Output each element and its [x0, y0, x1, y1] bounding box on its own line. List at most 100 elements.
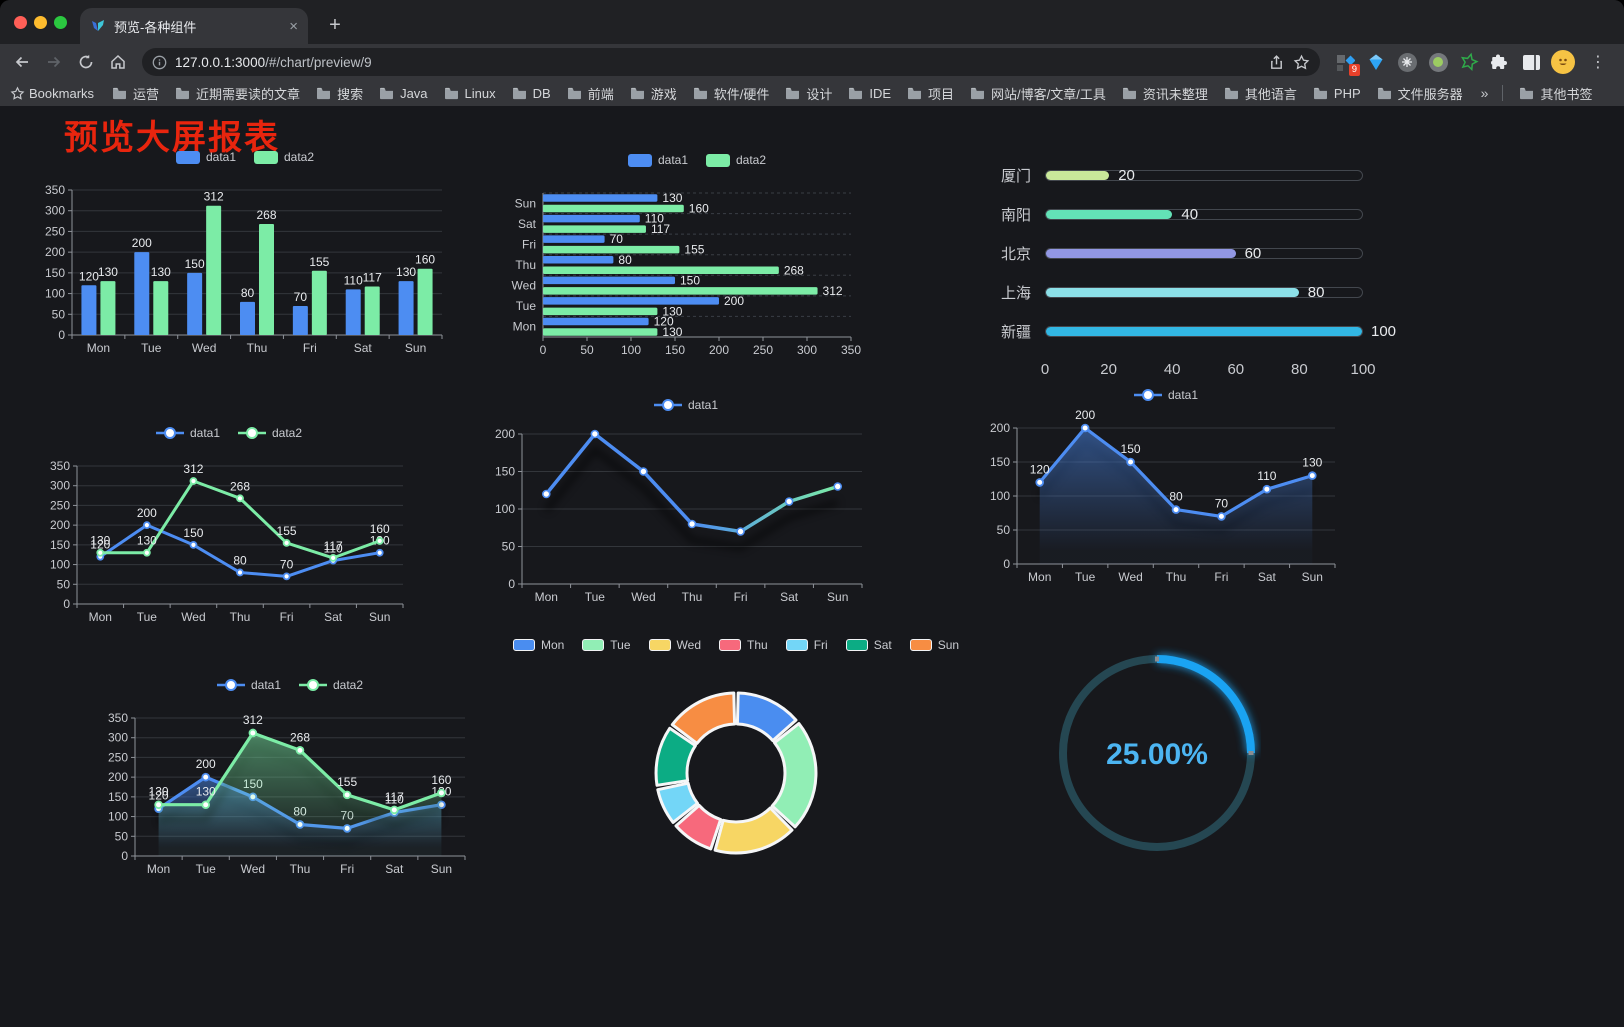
legend-item[interactable]: Tue	[582, 638, 631, 652]
bookmark-folder[interactable]: 游戏	[622, 84, 685, 103]
home-icon[interactable]	[104, 48, 132, 76]
bookmark-folder[interactable]: IDE	[840, 86, 899, 101]
bookmarks-label[interactable]: Bookmarks	[29, 85, 95, 101]
bookmark-folder[interactable]: 网站/博客/文章/工具	[962, 84, 1114, 103]
legend-item[interactable]: data2	[706, 153, 766, 167]
svg-text:70: 70	[610, 232, 624, 246]
zoom-window-button[interactable]	[54, 16, 67, 29]
other-bookmarks-folder[interactable]: 其他书签	[1511, 84, 1600, 103]
svg-text:200: 200	[990, 421, 1010, 435]
green-star-extension-icon[interactable]	[1458, 51, 1480, 73]
legend-item[interactable]: data1	[627, 153, 688, 167]
address-bar[interactable]: 127.0.0.1:3000/#/chart/preview/9	[142, 48, 1320, 76]
bookmark-folder[interactable]: 设计	[777, 84, 840, 103]
progress-row[interactable]: 上海 80	[993, 283, 1363, 302]
share-icon[interactable]	[1268, 54, 1285, 71]
legend-item[interactable]: Fri	[785, 638, 828, 652]
progress-row[interactable]: 厦门 20	[993, 166, 1363, 185]
legend-item[interactable]: data1	[653, 398, 718, 412]
pie-slice-Wed[interactable]	[713, 806, 794, 855]
svg-text:Mon: Mon	[1028, 570, 1051, 584]
bookmark-folder[interactable]: Linux	[436, 86, 504, 101]
bookmark-folder[interactable]: PHP	[1305, 86, 1369, 101]
legend-item[interactable]: data2	[238, 426, 302, 440]
bookmark-folder[interactable]: 其他语言	[1216, 84, 1305, 103]
minimize-window-button[interactable]	[34, 16, 47, 29]
area-two-canvas[interactable]: 0 50 100 150 200 250 300 350 Mon Tue Wed Thu Fri Sat S…	[103, 678, 477, 888]
line-gradient-canvas[interactable]: 0 50 100 150 200 Mon Tue Wed Thu Fri Sat Sun	[490, 398, 882, 608]
legend-item[interactable]: data1	[155, 426, 220, 440]
other-bookmarks-label: 其他书签	[1540, 86, 1593, 102]
bookmark-folder[interactable]: DB	[504, 86, 559, 101]
back-icon[interactable]	[8, 48, 36, 76]
bookmark-folder[interactable]: 文件服务器	[1369, 84, 1471, 103]
pie-slice-Sat[interactable]	[654, 726, 697, 787]
bookmark-folder[interactable]: 资讯未整理	[1114, 84, 1216, 103]
bookmarks-overflow-icon[interactable]: »	[1480, 85, 1489, 101]
legend-item[interactable]: data2	[254, 150, 314, 164]
line-two-canvas[interactable]: 0 50 100 150 200 250 300 350 Mon Tue Wed Thu Fri Sat S…	[45, 426, 413, 636]
chart-donut[interactable]: Mon Tue Wed Thu Fri Sat Sun	[512, 638, 959, 873]
legend-item[interactable]: data1	[1133, 388, 1198, 402]
pie-slice-Mon[interactable]	[735, 691, 798, 743]
chart-line-gradient[interactable]: data1 0 50 100 150 200 Mon Tue Wed Thu Fri Sat Sun	[490, 398, 882, 608]
sidebar-icon[interactable]	[1520, 51, 1542, 73]
pie-slice-Sun[interactable]	[670, 691, 737, 745]
svg-text:0: 0	[508, 577, 515, 591]
forward-icon[interactable]	[40, 48, 68, 76]
legend-item[interactable]: data1	[175, 150, 236, 164]
chart-bar-grouped[interactable]: data1 data2 0 50 100 150 200 250 300 350 Mon Tue Wed…	[40, 150, 450, 365]
bookmark-folder[interactable]: 软件/硬件	[685, 84, 778, 103]
chart-progress-bars[interactable]: 厦门 20 南阳 40 北京 60 上海 80 新疆 100 0 20 40 60 80 100	[993, 158, 1397, 390]
chart-area-single[interactable]: data1 0 50 100 150 200 Mon Tue Wed Thu Fri Sat Sun 12…	[985, 388, 1347, 596]
progress-row[interactable]: 北京 60	[993, 244, 1363, 263]
reload-icon[interactable]	[72, 48, 100, 76]
close-tab-icon[interactable]: ×	[289, 17, 298, 35]
profile-avatar[interactable]	[1551, 50, 1575, 74]
legend-item[interactable]: Sun	[909, 638, 959, 652]
bookmark-folder[interactable]: Java	[371, 86, 435, 101]
svg-text:Mon: Mon	[535, 590, 558, 604]
svg-text:Thu: Thu	[682, 590, 703, 604]
legend-item[interactable]: Wed	[648, 638, 701, 652]
bar-grouped-canvas[interactable]: 0 50 100 150 200 250 300 350 Mon Tue Wed Thu Fri Sat S…	[40, 150, 450, 365]
progress-row[interactable]: 南阳 40	[993, 205, 1363, 224]
svg-text:250: 250	[45, 224, 65, 238]
legend-item[interactable]: data1	[216, 678, 281, 692]
progress-row[interactable]: 新疆 100	[1000, 322, 1397, 341]
bookmark-folder[interactable]: 前端	[559, 84, 622, 103]
site-info-icon[interactable]	[152, 55, 167, 70]
pie-slice-Thu[interactable]	[674, 803, 723, 851]
bookmarks-star-icon[interactable]	[10, 86, 25, 101]
browser-menu-icon[interactable]: ⋮	[1590, 54, 1606, 71]
chart-area-two[interactable]: data1 data2 0 50 100 150 200 250 300 350 Mon Tue Wed…	[103, 678, 477, 888]
grid-extension-icon[interactable]: 9	[1334, 51, 1360, 76]
chart-gauge[interactable]: 25.00%	[1053, 646, 1261, 860]
svg-text:Sun: Sun	[431, 862, 452, 876]
bookmark-folder[interactable]: 项目	[899, 84, 962, 103]
new-tab-button[interactable]: +	[329, 14, 341, 36]
legend-item[interactable]: Thu	[719, 638, 768, 652]
area-single-canvas[interactable]: 0 50 100 150 200 Mon Tue Wed Thu Fri Sat Sun 120 200 1…	[985, 388, 1347, 596]
close-window-button[interactable]	[14, 16, 27, 29]
svg-text:Sat: Sat	[780, 590, 799, 604]
bookmark-folder[interactable]: 近期需要读的文章	[167, 84, 308, 103]
pie-slice-Fri[interactable]	[656, 781, 699, 824]
puzzle-extensions-icon[interactable]	[1489, 51, 1511, 73]
chart-line-two[interactable]: data1 data2 0 50 100 150 200 250 300 350 Mon Tue Wed…	[45, 426, 413, 636]
bookmark-star-icon[interactable]	[1293, 54, 1310, 71]
circle-cross-extension-icon[interactable]	[1396, 51, 1418, 73]
circle-dot-extension-icon[interactable]	[1427, 51, 1449, 73]
donut-canvas[interactable]	[553, 638, 919, 873]
gem-extension-icon[interactable]	[1365, 51, 1387, 73]
browser-tab[interactable]: 预览-各种组件 ×	[80, 8, 308, 44]
legend-item[interactable]: Sat	[845, 638, 892, 652]
pie-slice-Tue[interactable]	[770, 722, 818, 829]
gauge-canvas[interactable]: 25.00%	[1053, 646, 1261, 860]
legend-item[interactable]: data2	[299, 678, 363, 692]
bookmark-folder[interactable]: 运营	[104, 84, 167, 103]
bookmark-folder[interactable]: 搜索	[308, 84, 371, 103]
chart-bar-horizontal[interactable]: data1 data2 0 50 100 150 200 250 300 350 Mon 120 130…	[503, 153, 891, 365]
legend-item[interactable]: Mon	[512, 638, 564, 652]
